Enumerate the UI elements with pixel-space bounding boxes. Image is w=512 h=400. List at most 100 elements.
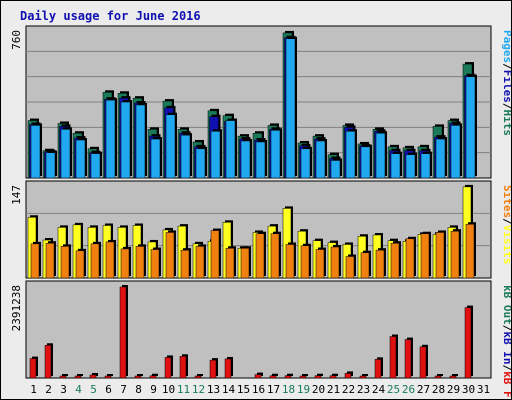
- bar-kb-f: [389, 336, 397, 379]
- bottom-legend-part: kB Out: [501, 285, 511, 325]
- bar-sites: [285, 244, 295, 279]
- bar-pages: [90, 153, 101, 179]
- bar-pages: [195, 148, 206, 179]
- bar-pages: [390, 153, 401, 179]
- bar-sites: [105, 241, 115, 279]
- bottom-legend-part: /: [501, 325, 511, 332]
- bar-kb-f: [89, 374, 97, 379]
- bar-kb-f: [314, 375, 322, 379]
- bar-kb-f-shadow: [332, 373, 338, 376]
- bottom-panel: [25, 280, 492, 379]
- day-label: 19: [297, 383, 310, 396]
- bar-sites: [405, 238, 415, 279]
- bar-kb-f: [149, 375, 157, 379]
- middle-max-label: 147: [10, 185, 23, 205]
- bar-pages: [255, 141, 266, 179]
- bar-kb-f: [119, 286, 127, 379]
- bar-pages: [105, 99, 116, 179]
- bottom-legend-part: /: [501, 365, 511, 372]
- bar-kb-f: [194, 375, 202, 379]
- bar-sites: [165, 232, 175, 279]
- top-legend-part: Pages: [501, 30, 511, 63]
- top-legend-part: /: [501, 63, 511, 70]
- day-label: 15: [237, 383, 250, 396]
- bar-kb-f-shadow: [107, 374, 113, 376]
- bar-kb-f-shadow: [287, 373, 293, 376]
- bar-kb-f: [164, 357, 172, 379]
- day-label: 8: [135, 383, 142, 396]
- bar-kb-f: [269, 375, 277, 379]
- bar-kb-f-shadow: [302, 374, 308, 376]
- day-label: 27: [417, 383, 430, 396]
- bar-kb-f: [29, 358, 37, 379]
- day-label: 22: [342, 383, 355, 396]
- bar-kb-f-shadow: [197, 374, 203, 376]
- bar-sites: [450, 230, 460, 279]
- bar-sites: [240, 248, 250, 279]
- day-label: 5: [90, 383, 97, 396]
- bar-sites: [360, 252, 370, 279]
- day-label: 18: [282, 383, 295, 396]
- bar-sites: [60, 246, 70, 279]
- day-label: 12: [192, 383, 205, 396]
- day-label: 9: [150, 383, 157, 396]
- day-label: 24: [372, 383, 386, 396]
- bottom-legend-part: kB In: [501, 331, 511, 364]
- middle-legend-part: Visits: [501, 225, 511, 265]
- bottom-legend-part: kB F: [501, 371, 511, 398]
- bar-sites: [345, 256, 355, 279]
- bar-pages: [465, 76, 476, 179]
- bar-kb-f: [299, 375, 307, 379]
- bar-kb-f: [374, 359, 382, 379]
- day-label: 20: [312, 383, 325, 396]
- bar-kb-f: [44, 345, 52, 379]
- bar-pages: [285, 38, 296, 179]
- bar-kb-f: [449, 375, 457, 379]
- chart-title: Daily usage for June 2016: [20, 9, 201, 23]
- top-legend: Pages/Files/Hits: [501, 30, 511, 136]
- bar-pages: [435, 138, 446, 179]
- bar-kb-f: [419, 346, 427, 379]
- bar-pages: [450, 125, 461, 179]
- bar-kb-f: [59, 375, 67, 379]
- bar-pages: [405, 154, 416, 179]
- day-label: 30: [462, 383, 475, 396]
- bar-kb-f: [74, 375, 82, 379]
- bar-kb-f-shadow: [452, 374, 458, 376]
- bar-sites: [375, 249, 385, 279]
- bar-kb-f-shadow: [62, 374, 68, 376]
- bar-sites: [135, 246, 145, 279]
- bar-sites: [180, 249, 190, 279]
- day-label: 21: [327, 383, 340, 396]
- day-label: 23: [357, 383, 370, 396]
- bar-kb-f: [254, 374, 262, 379]
- day-label: 7: [120, 383, 127, 396]
- bar-sites: [75, 250, 85, 279]
- bar-pages: [135, 104, 146, 179]
- bar-kb-f-shadow: [137, 374, 143, 376]
- day-label: 28: [432, 383, 445, 396]
- bar-sites: [195, 246, 205, 279]
- bar-kb-f-shadow: [317, 373, 323, 376]
- bar-sites: [435, 232, 445, 279]
- bar-kb-f: [209, 359, 217, 379]
- bar-kb-f: [464, 307, 472, 379]
- bar-sites: [45, 242, 55, 279]
- bar-kb-f-shadow: [257, 372, 263, 376]
- bar-kb-f: [329, 375, 337, 379]
- bar-sites: [270, 233, 280, 279]
- bar-pages: [240, 140, 251, 179]
- bar-sites: [330, 246, 340, 279]
- bar-kb-f-shadow: [272, 373, 278, 376]
- top-max-label: 760: [10, 30, 23, 50]
- bar-sites: [90, 243, 100, 279]
- day-label: 17: [267, 383, 280, 396]
- bar-kb-f: [134, 375, 142, 379]
- bar-sites: [30, 243, 40, 279]
- bar-pages: [330, 160, 341, 179]
- bar-pages: [360, 146, 371, 179]
- bar-sites: [300, 245, 310, 279]
- middle-legend-part: /: [501, 218, 511, 225]
- day-label: 29: [447, 383, 460, 396]
